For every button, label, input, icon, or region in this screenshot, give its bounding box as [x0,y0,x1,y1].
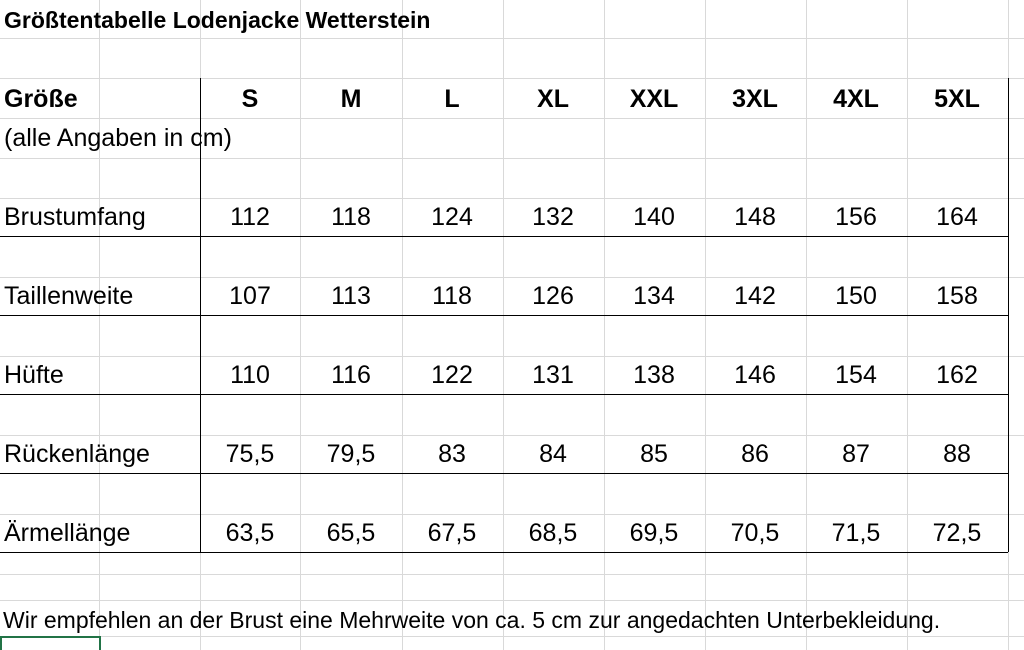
size-header-3xl: 3XL [732,85,778,113]
table-cell: 126 [532,282,574,310]
table-cell: 142 [734,282,776,310]
table-cell: 75,5 [225,440,275,468]
row-label-huefte: Hüfte [4,361,64,389]
table-cell: 79,5 [326,440,376,468]
table-cell: 70,5 [730,519,780,547]
table-cell: 72,5 [932,519,982,547]
table-cell: 148 [734,203,776,231]
table-cell: 162 [936,361,978,389]
table-cell: 63,5 [225,519,275,547]
table-cell: 122 [431,361,473,389]
table-cell: 118 [331,203,371,231]
table-cell: 87 [842,440,870,468]
size-header-5xl: 5XL [934,85,980,113]
table-cell: 65,5 [326,519,376,547]
table-cell: 140 [633,203,675,231]
table-cell: 154 [835,361,877,389]
size-header-xxl: XXL [629,85,679,113]
footnote: Wir empfehlen an der Brust eine Mehrweit… [3,607,941,633]
table-cell: 132 [532,203,574,231]
table-cell: 131 [532,361,574,389]
size-header-xl: XL [537,85,569,113]
size-header-4xl: 4XL [833,85,879,113]
table-cell: 116 [331,361,371,389]
table-cell: 68,5 [528,519,578,547]
row-label-rueckenlaenge: Rückenlänge [4,440,150,468]
table-cell: 158 [936,282,978,310]
table-cell: 84 [539,440,567,468]
table-cell: 134 [633,282,675,310]
table-cell: 112 [230,203,270,231]
table-cell: 156 [835,203,877,231]
row-label-brustumfang: Brustumfang [4,203,146,231]
table-cell: 118 [432,282,472,310]
table-cell: 113 [331,282,371,310]
units-subheader: (alle Angaben in cm) [4,124,232,152]
size-header-label: Größe [4,85,78,113]
table-cell: 150 [835,282,877,310]
table-cell: 110 [230,361,270,389]
table-cell: 124 [431,203,473,231]
table-cell: 71,5 [831,519,881,547]
table-cell: 86 [741,440,769,468]
table-cell: 67,5 [427,519,477,547]
size-header-l: L [444,85,460,113]
row-label-taillenweite: Taillenweite [4,282,134,310]
table-cell: 164 [936,203,978,231]
table-cell: 83 [438,440,466,468]
size-header-s: S [241,85,259,113]
table-cell: 88 [943,440,971,468]
table-cell: 107 [229,282,271,310]
table-cell: 69,5 [629,519,679,547]
page-title: Größtentabelle Lodenjacke Wetterstein [4,7,431,33]
table-cell: 138 [633,361,675,389]
size-header-m: M [340,85,362,113]
selected-cell[interactable] [0,636,101,650]
table-cell: 85 [640,440,668,468]
table-cell: 146 [734,361,776,389]
row-label-aermellaenge: Ärmellänge [4,519,131,547]
